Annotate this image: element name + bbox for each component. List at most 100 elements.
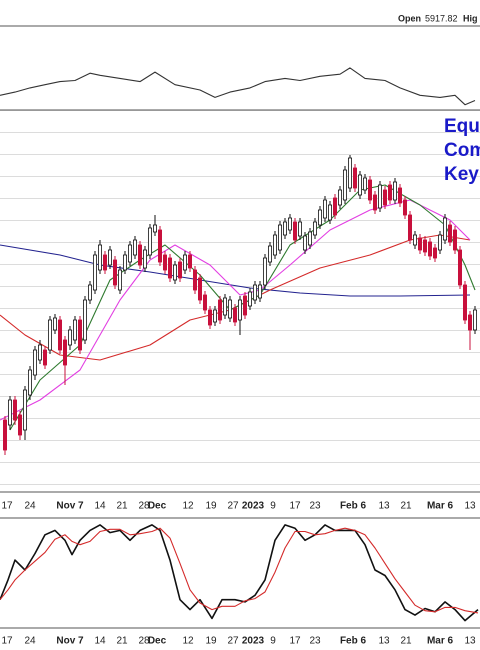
x-tick-label: 19 xyxy=(205,501,217,512)
header-high-label: Hig xyxy=(463,13,478,23)
candle-body xyxy=(387,184,392,201)
candle-body xyxy=(372,194,377,211)
x-tick-label: 13 xyxy=(464,501,476,512)
candle-body xyxy=(237,299,242,321)
x-tick-label: 23 xyxy=(309,501,321,512)
candle-body xyxy=(232,307,237,323)
x-tick-label: 17 xyxy=(1,501,13,512)
x-tick-label: 2023 xyxy=(242,501,265,512)
candle-body xyxy=(407,214,412,241)
x-tick-label: 9 xyxy=(270,636,276,647)
candle-body xyxy=(442,217,447,241)
annotation: Com xyxy=(444,140,480,161)
x-tick-label: 13 xyxy=(378,501,390,512)
candle-body xyxy=(412,234,417,246)
candle-body xyxy=(437,234,442,251)
candle-body xyxy=(402,199,407,216)
candle-body xyxy=(22,389,27,431)
x-tick-label: 27 xyxy=(227,501,239,512)
x-tick-label: 12 xyxy=(182,636,194,647)
candle-body xyxy=(43,349,48,366)
candle-body xyxy=(78,319,83,351)
candle-body xyxy=(118,269,123,291)
x-tick-label: Nov 7 xyxy=(56,636,84,647)
indicator-line xyxy=(0,524,479,622)
candle-body xyxy=(337,189,342,206)
candle-body xyxy=(53,317,58,331)
candle-body xyxy=(137,244,142,266)
candle-body xyxy=(272,234,277,256)
candle-body xyxy=(217,299,222,321)
candle-body xyxy=(297,221,302,237)
candle-body xyxy=(197,277,202,301)
candle-body xyxy=(192,269,197,291)
candle-body xyxy=(12,399,17,421)
candle-body xyxy=(452,229,457,251)
x-tick-label: 17 xyxy=(289,501,301,512)
header-open-label: Open xyxy=(398,13,421,23)
candle-body xyxy=(68,329,73,346)
candle-body xyxy=(63,339,68,366)
x-tick-label: Mar 6 xyxy=(427,636,454,647)
x-tick-label: 2023 xyxy=(242,636,265,647)
candle-body xyxy=(17,414,22,436)
candle-body xyxy=(58,319,63,351)
x-tick-label: Dec xyxy=(148,636,167,647)
candle-body xyxy=(347,157,352,189)
candle-body xyxy=(472,309,477,331)
x-tick-label: Nov 7 xyxy=(56,501,84,512)
x-tick-label: 14 xyxy=(94,636,106,647)
candle-body xyxy=(177,261,182,279)
candle-body xyxy=(73,319,78,341)
x-tick-label: 9 xyxy=(270,501,276,512)
x-tick-label: 21 xyxy=(400,501,412,512)
candle-body xyxy=(172,264,177,281)
candle-body xyxy=(322,199,327,219)
candle-body xyxy=(142,249,147,269)
candle-body xyxy=(457,249,462,286)
candle-body xyxy=(292,221,297,241)
candle-body xyxy=(123,254,128,271)
candle-body xyxy=(257,284,262,299)
candle-body xyxy=(332,197,337,216)
x-tick-label: 17 xyxy=(1,636,13,647)
candle-body xyxy=(108,249,113,266)
candle-body xyxy=(202,294,207,311)
candle-body xyxy=(182,254,187,271)
candle-body xyxy=(7,399,12,426)
candle-body xyxy=(382,189,387,206)
x-tick-label: 24 xyxy=(24,501,36,512)
x-tick-label: 21 xyxy=(400,636,412,647)
moving-average xyxy=(0,244,471,297)
header-open-value: 5917.82 xyxy=(425,13,458,23)
candle-body xyxy=(207,309,212,326)
candle-body xyxy=(33,349,38,376)
x-tick-label: 24 xyxy=(24,636,36,647)
oscillator-panel-frame xyxy=(0,517,480,629)
candle-body xyxy=(88,284,93,301)
candle-body xyxy=(242,295,247,316)
candle-body xyxy=(392,181,397,201)
candle-body xyxy=(397,187,402,204)
candle-body xyxy=(187,254,192,269)
x-tick-label: 23 xyxy=(309,636,321,647)
candle-body xyxy=(38,344,43,361)
candle-body xyxy=(417,237,422,251)
x-tick-label: 21 xyxy=(116,636,128,647)
candle-body xyxy=(212,309,217,323)
candle-body xyxy=(362,177,367,191)
candle-body xyxy=(262,257,267,286)
x-tick-label: Feb 6 xyxy=(340,501,367,512)
candle-body xyxy=(342,169,347,201)
candle-body xyxy=(93,254,98,291)
candle-body xyxy=(83,299,88,341)
x-tick-label: 28 xyxy=(138,501,150,512)
candle-body xyxy=(162,254,167,271)
candle-body xyxy=(152,224,157,233)
candle-body xyxy=(357,174,362,196)
indicator-line xyxy=(0,67,476,106)
candle-body xyxy=(98,244,103,271)
x-tick-label: 27 xyxy=(227,636,239,647)
annotation: Equ xyxy=(444,116,480,137)
